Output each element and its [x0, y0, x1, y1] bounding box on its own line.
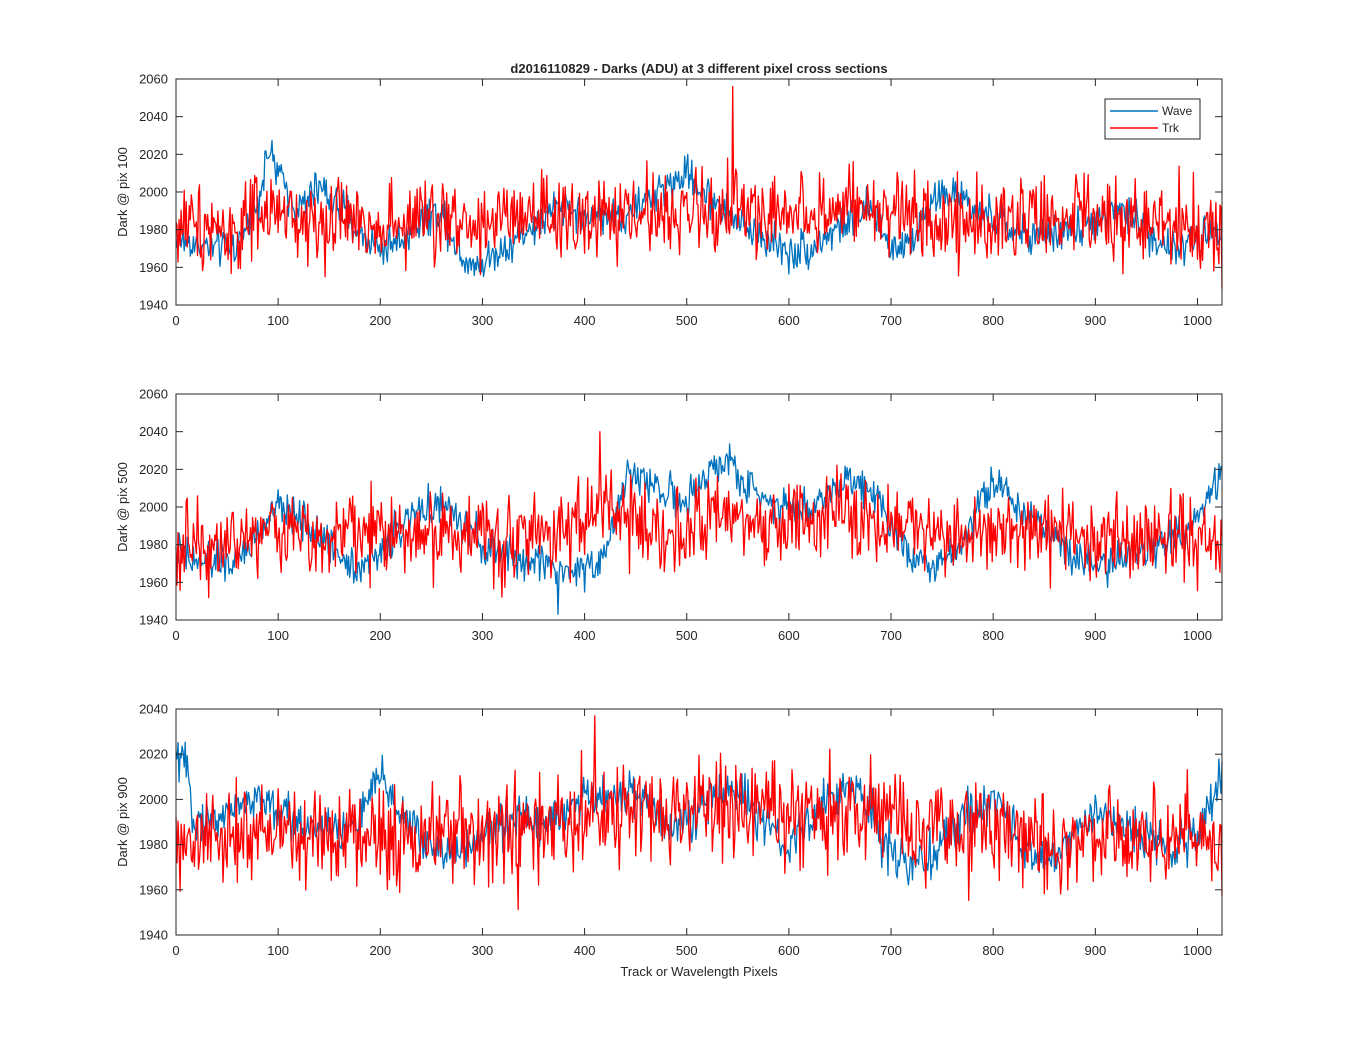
subplot-pix-500: 0 100 200 300 400 500 600 700 800 900 1000 1940 1960…	[115, 387, 1223, 643]
x-tick-label: 700	[880, 313, 902, 328]
y-tick-label: 2020	[139, 462, 168, 477]
x-tick-label: 800	[982, 628, 1004, 643]
y-tick-label: 1980	[139, 222, 168, 237]
x-tick-label: 700	[880, 943, 902, 958]
x-tick-label: 700	[880, 628, 902, 643]
y-tick-label: 1980	[139, 537, 168, 552]
y-tick-label: 1940	[139, 613, 168, 628]
series-line-trk	[175, 715, 1223, 911]
y-tick-label: 2000	[139, 792, 168, 807]
axes-box	[175, 708, 1223, 936]
ticks-layer: 0 100 200 300 400 500 600 700 800 900 1000 1940 1960…	[139, 702, 1222, 958]
x-tick-label: 300	[472, 313, 494, 328]
x-tick-label: 100	[267, 628, 289, 643]
series-line-trk	[175, 431, 1223, 599]
y-tick-label: 2060	[139, 387, 168, 402]
figure-title: d2016110829 - Darks (ADU) at 3 different…	[510, 61, 887, 76]
x-tick-label: 400	[574, 943, 596, 958]
x-tick-label: 900	[1084, 628, 1106, 643]
y-tick-label: 1980	[139, 837, 168, 852]
y-tick-label: 2040	[139, 702, 168, 717]
y-tick-label: 1940	[139, 928, 168, 943]
x-tick-label: 500	[676, 943, 698, 958]
x-tick-label: 900	[1084, 313, 1106, 328]
x-tick-label: 800	[982, 313, 1004, 328]
y-tick-label: 2060	[139, 72, 168, 87]
y-axis-label: Dark @ pix 900	[115, 777, 130, 867]
x-tick-label: 1000	[1183, 943, 1212, 958]
y-tick-label: 1960	[139, 260, 168, 275]
x-tick-label: 1000	[1183, 313, 1212, 328]
x-tick-label: 400	[574, 628, 596, 643]
y-tick-label: 2040	[139, 109, 168, 124]
y-tick-label: 2000	[139, 500, 168, 515]
y-tick-label: 2020	[139, 747, 168, 762]
ticks-layer: 0 100 200 300 400 500 600 700 800 900 1000 1940 1960…	[139, 387, 1222, 643]
y-tick-label: 1960	[139, 882, 168, 897]
y-tick-label: 2040	[139, 424, 168, 439]
x-tick-label: 500	[676, 313, 698, 328]
y-tick-label: 2000	[139, 185, 168, 200]
x-tick-label: 100	[267, 313, 289, 328]
x-tick-label: 200	[369, 943, 391, 958]
x-tick-label: 400	[574, 313, 596, 328]
legend-box	[1104, 98, 1201, 140]
x-tick-label: 0	[172, 313, 179, 328]
x-tick-label: 300	[472, 628, 494, 643]
y-tick-label: 1940	[139, 298, 168, 313]
series-layer	[175, 85, 1223, 289]
y-axis-label: Dark @ pix 100	[115, 147, 130, 237]
subplot-pix-100: 0 100 200 300 400 500 600 700 800 900 1000 1940 1960…	[115, 72, 1223, 328]
x-tick-label: 1000	[1183, 628, 1212, 643]
y-tick-label: 1960	[139, 575, 168, 590]
x-axis-label: Track or Wavelength Pixels	[620, 964, 778, 979]
x-tick-label: 800	[982, 943, 1004, 958]
legend: Wave Trk	[1104, 98, 1201, 140]
y-tick-label: 2020	[139, 147, 168, 162]
legend-label-trk: Trk	[1162, 121, 1180, 135]
series-line-trk	[175, 85, 1223, 289]
x-tick-label: 0	[172, 943, 179, 958]
x-tick-label: 100	[267, 943, 289, 958]
series-layer	[175, 431, 1223, 616]
ticks-layer: 0 100 200 300 400 500 600 700 800 900 1000 1940 1960…	[139, 72, 1222, 328]
legend-label-wave: Wave	[1162, 104, 1193, 118]
x-tick-label: 300	[472, 943, 494, 958]
x-tick-label: 200	[369, 628, 391, 643]
x-tick-label: 500	[676, 628, 698, 643]
y-axis-label: Dark @ pix 500	[115, 462, 130, 552]
x-tick-label: 600	[778, 943, 800, 958]
x-tick-label: 900	[1084, 943, 1106, 958]
x-tick-label: 600	[778, 313, 800, 328]
x-tick-label: 0	[172, 628, 179, 643]
x-tick-label: 600	[778, 628, 800, 643]
subplot-pix-900: 0 100 200 300 400 500 600 700 800 900 1000 1940 1960…	[115, 702, 1223, 958]
series-layer	[175, 715, 1223, 911]
x-tick-label: 200	[369, 313, 391, 328]
